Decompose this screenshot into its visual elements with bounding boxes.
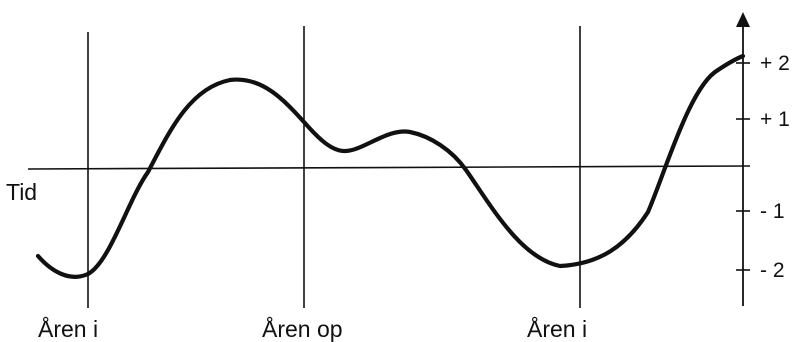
time-axis	[27, 165, 751, 170]
y-tick-label-minus-1: - 1	[760, 200, 785, 223]
marker-label-1: Åren i	[38, 315, 98, 342]
marker-label-2: Åren op	[262, 315, 343, 342]
wave-curve	[35, 53, 746, 279]
value-axis-arrow-icon	[736, 12, 750, 27]
y-tick-label-minus-2: - 2	[760, 259, 785, 282]
y-tick-label-plus-2: + 2	[760, 52, 790, 75]
y-tick-label-plus-1: + 1	[760, 108, 790, 131]
marker-label-3: Åren i	[527, 315, 587, 342]
time-axis-label: Tid	[6, 179, 37, 205]
